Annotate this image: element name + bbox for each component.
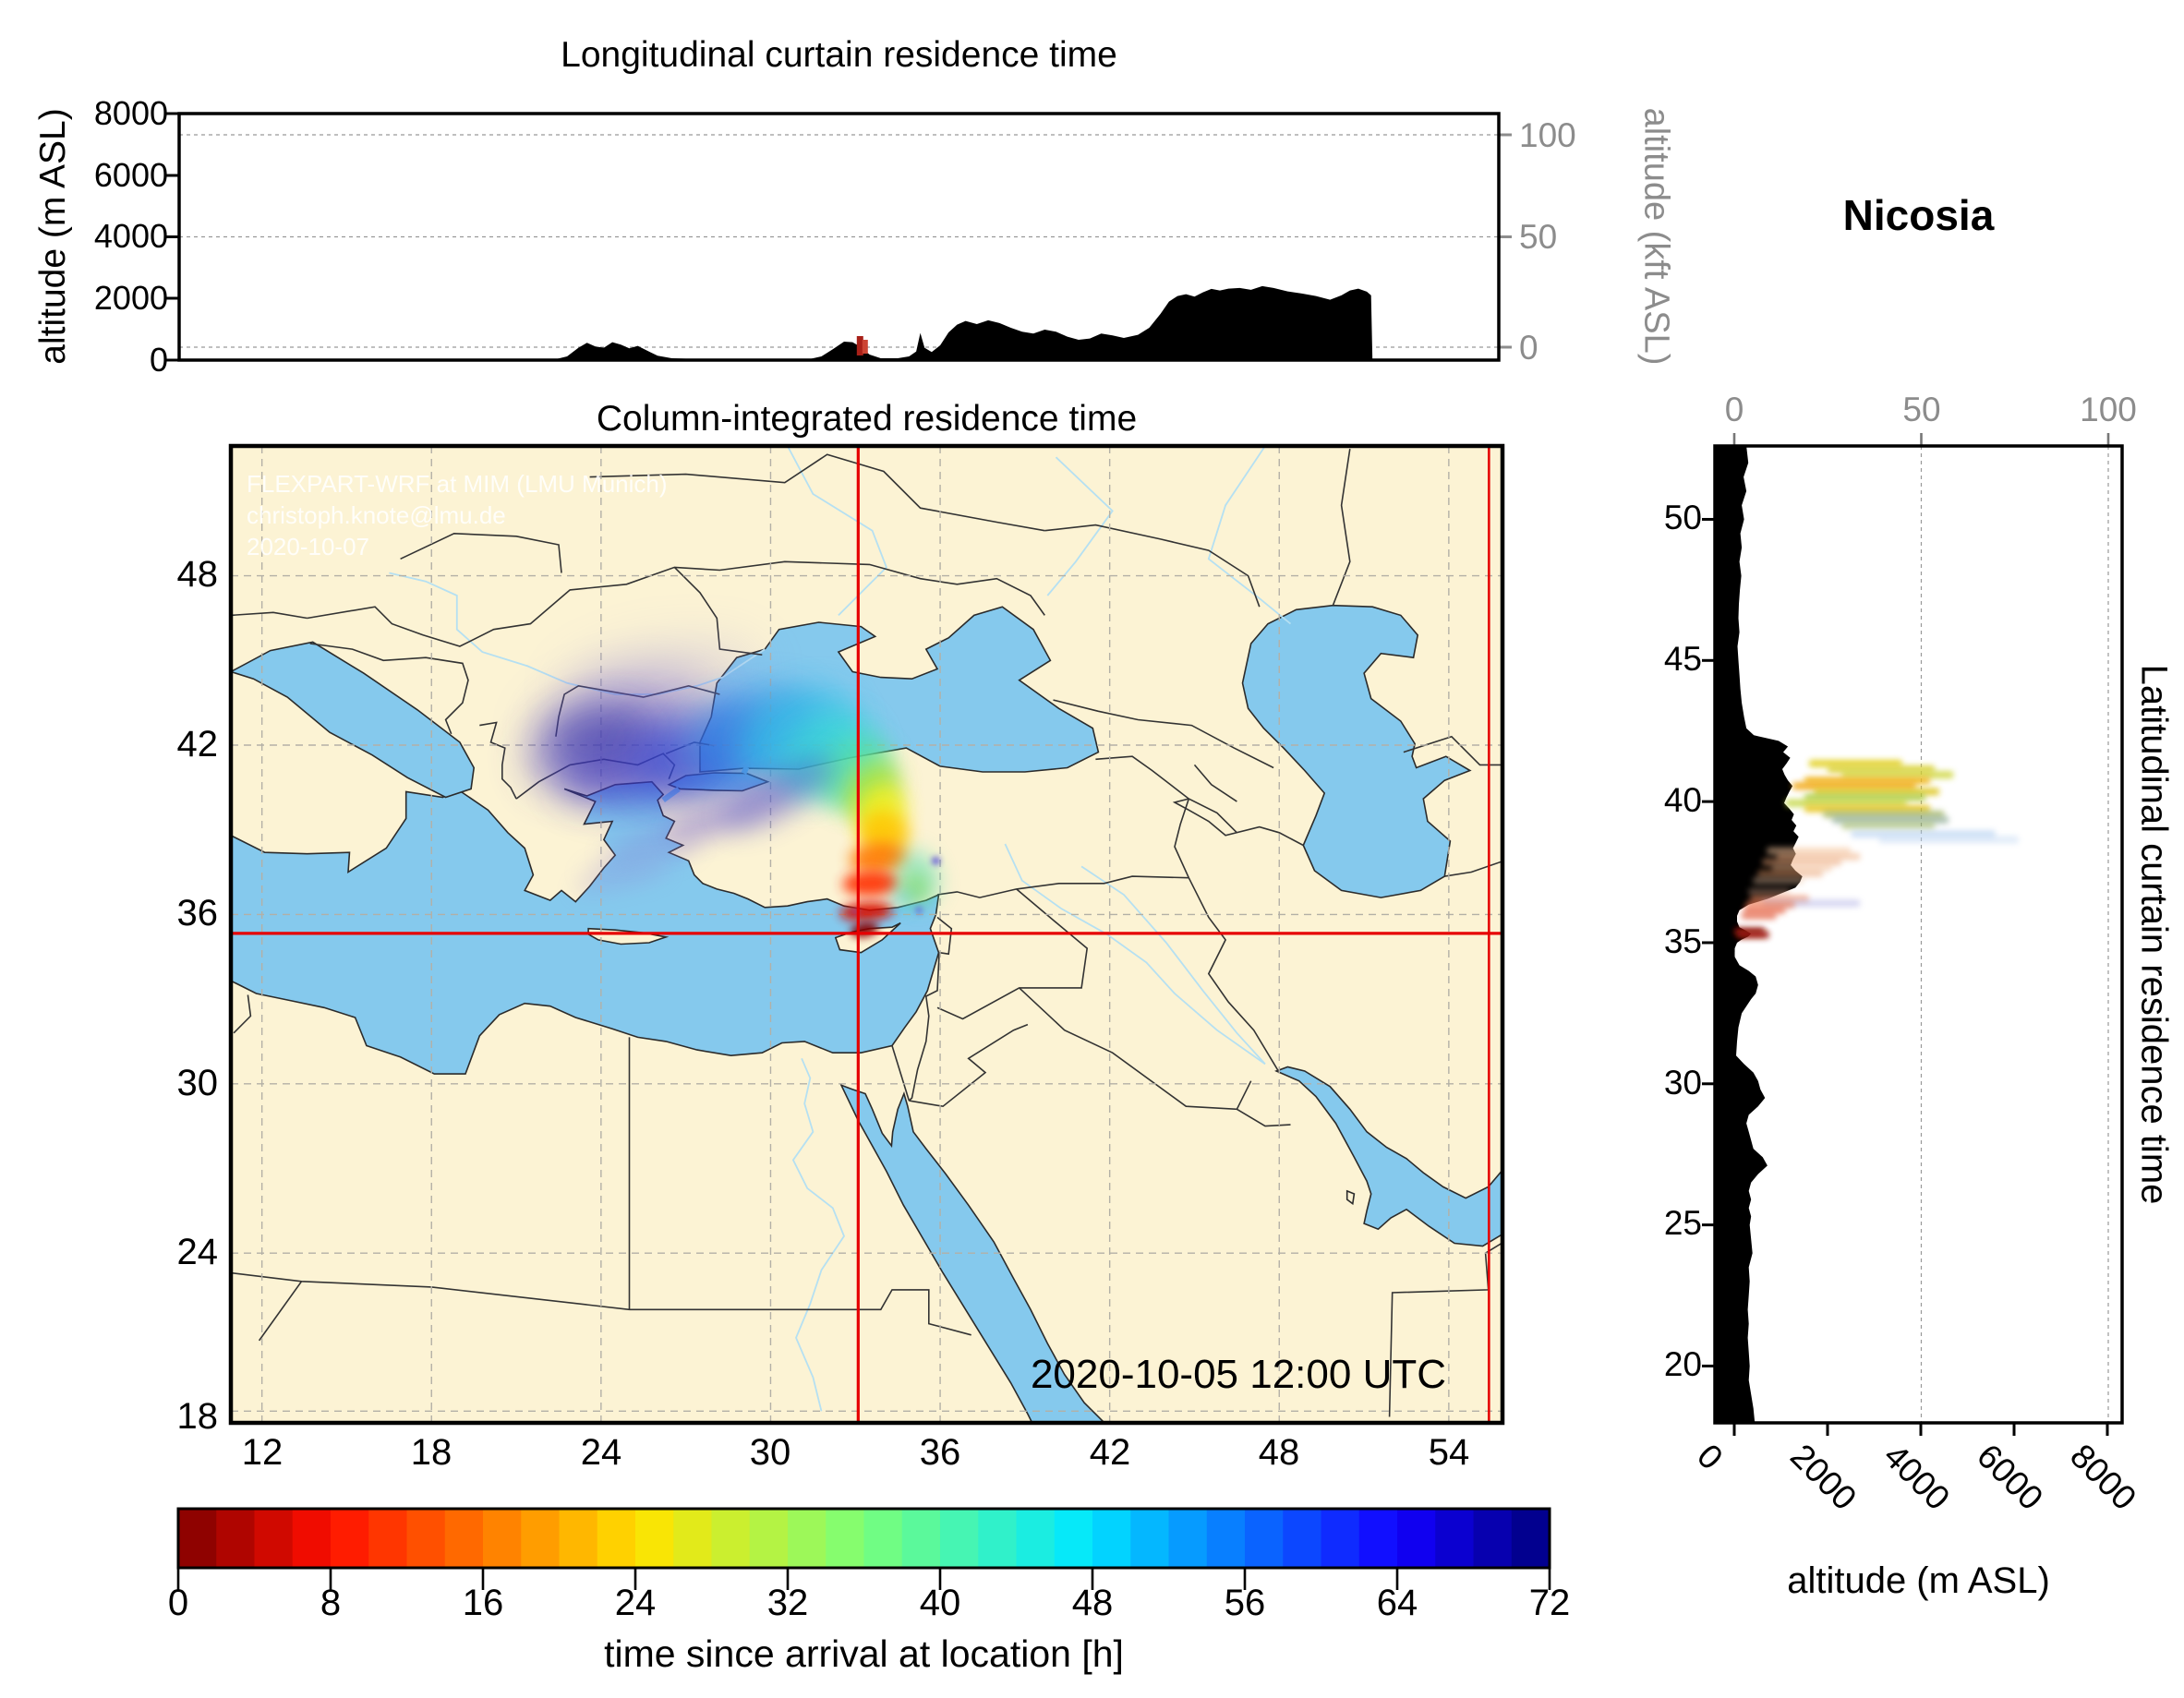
- right-panel-ytick: 50: [1663, 499, 1702, 536]
- right-panel-ytick: 25: [1663, 1204, 1702, 1242]
- right-panel-top-tick: 100: [2080, 391, 2137, 428]
- map-ytick: 36: [176, 893, 219, 933]
- map-xtick: 24: [580, 1432, 622, 1473]
- map-ytick: 48: [176, 554, 219, 595]
- colorbar-tick: 0: [167, 1583, 189, 1623]
- map-ytick: 24: [176, 1232, 219, 1272]
- right-panel-ytick: 20: [1663, 1345, 1702, 1383]
- map-timestamp: 2020-10-05 12:00 UTC: [1030, 1352, 1446, 1397]
- right-panel-ytick: 30: [1663, 1064, 1702, 1102]
- colorbar-tick: 72: [1528, 1583, 1571, 1623]
- map-xtick: 18: [410, 1432, 452, 1473]
- top-panel-title: Longitudinal curtain residence time: [561, 35, 1117, 75]
- map-xtick: 48: [1258, 1432, 1300, 1473]
- colorbar-tick: 64: [1376, 1583, 1418, 1623]
- colorbar-tick: 48: [1071, 1583, 1114, 1623]
- right-panel-ytick: 45: [1663, 640, 1702, 678]
- right-panel-ytick: 40: [1663, 781, 1702, 819]
- top-panel-ytick: 2000: [93, 279, 168, 317]
- top-panel-ytick: 6000: [93, 156, 168, 194]
- top-panel-right-ylabel: altitude (kft ASL): [1636, 107, 1676, 366]
- map-xtick: 42: [1089, 1432, 1131, 1473]
- map-xtick: 54: [1428, 1432, 1470, 1473]
- map-xtick: 12: [241, 1432, 284, 1473]
- right-panel-top-tick: 50: [1902, 391, 1941, 428]
- colorbar-tick: 24: [614, 1583, 657, 1623]
- station-name: Nicosia: [1842, 191, 1995, 239]
- top-panel-ytick: 8000: [93, 94, 168, 132]
- right-panel-top-tick: 0: [1724, 391, 1744, 428]
- right-panel-ytick: 35: [1663, 922, 1702, 960]
- right-panel-label: Latitudinal curtain residence time: [2133, 664, 2175, 1205]
- colorbar-label: time since arrival at location [h]: [604, 1632, 1124, 1675]
- top-panel-ytick: 4000: [93, 217, 168, 255]
- map-xtick: 30: [749, 1432, 791, 1473]
- map-ytick: 30: [176, 1063, 219, 1103]
- map-ytick: 18: [176, 1396, 219, 1437]
- colorbar-tick: 40: [919, 1583, 961, 1623]
- watermark-line: FLEXPART-WRF at MIM (LMU Munich): [247, 470, 668, 498]
- colorbar-tick: 56: [1224, 1583, 1266, 1623]
- map-watermark: FLEXPART-WRF at MIM (LMU Munich) christo…: [247, 469, 668, 562]
- top-panel-right-tick: 50: [1519, 218, 1558, 256]
- watermark-line: christoph.knote@lmu.de: [247, 500, 506, 529]
- colorbar-tick: 32: [766, 1583, 809, 1623]
- map-xtick: 36: [919, 1432, 961, 1473]
- colorbar-tick: 16: [462, 1583, 504, 1623]
- colorbar-tick: 8: [320, 1583, 342, 1623]
- top-panel-right-tick: 100: [1519, 116, 1576, 154]
- top-panel-ytick: 0: [149, 341, 168, 379]
- map-ytick: 42: [176, 724, 219, 765]
- top-panel-right-tick: 0: [1519, 329, 1538, 367]
- right-panel-xlabel: altitude (m ASL): [1787, 1560, 2050, 1601]
- watermark-line: 2020-10-07: [247, 532, 369, 560]
- map-title: Column-integrated residence time: [596, 399, 1138, 439]
